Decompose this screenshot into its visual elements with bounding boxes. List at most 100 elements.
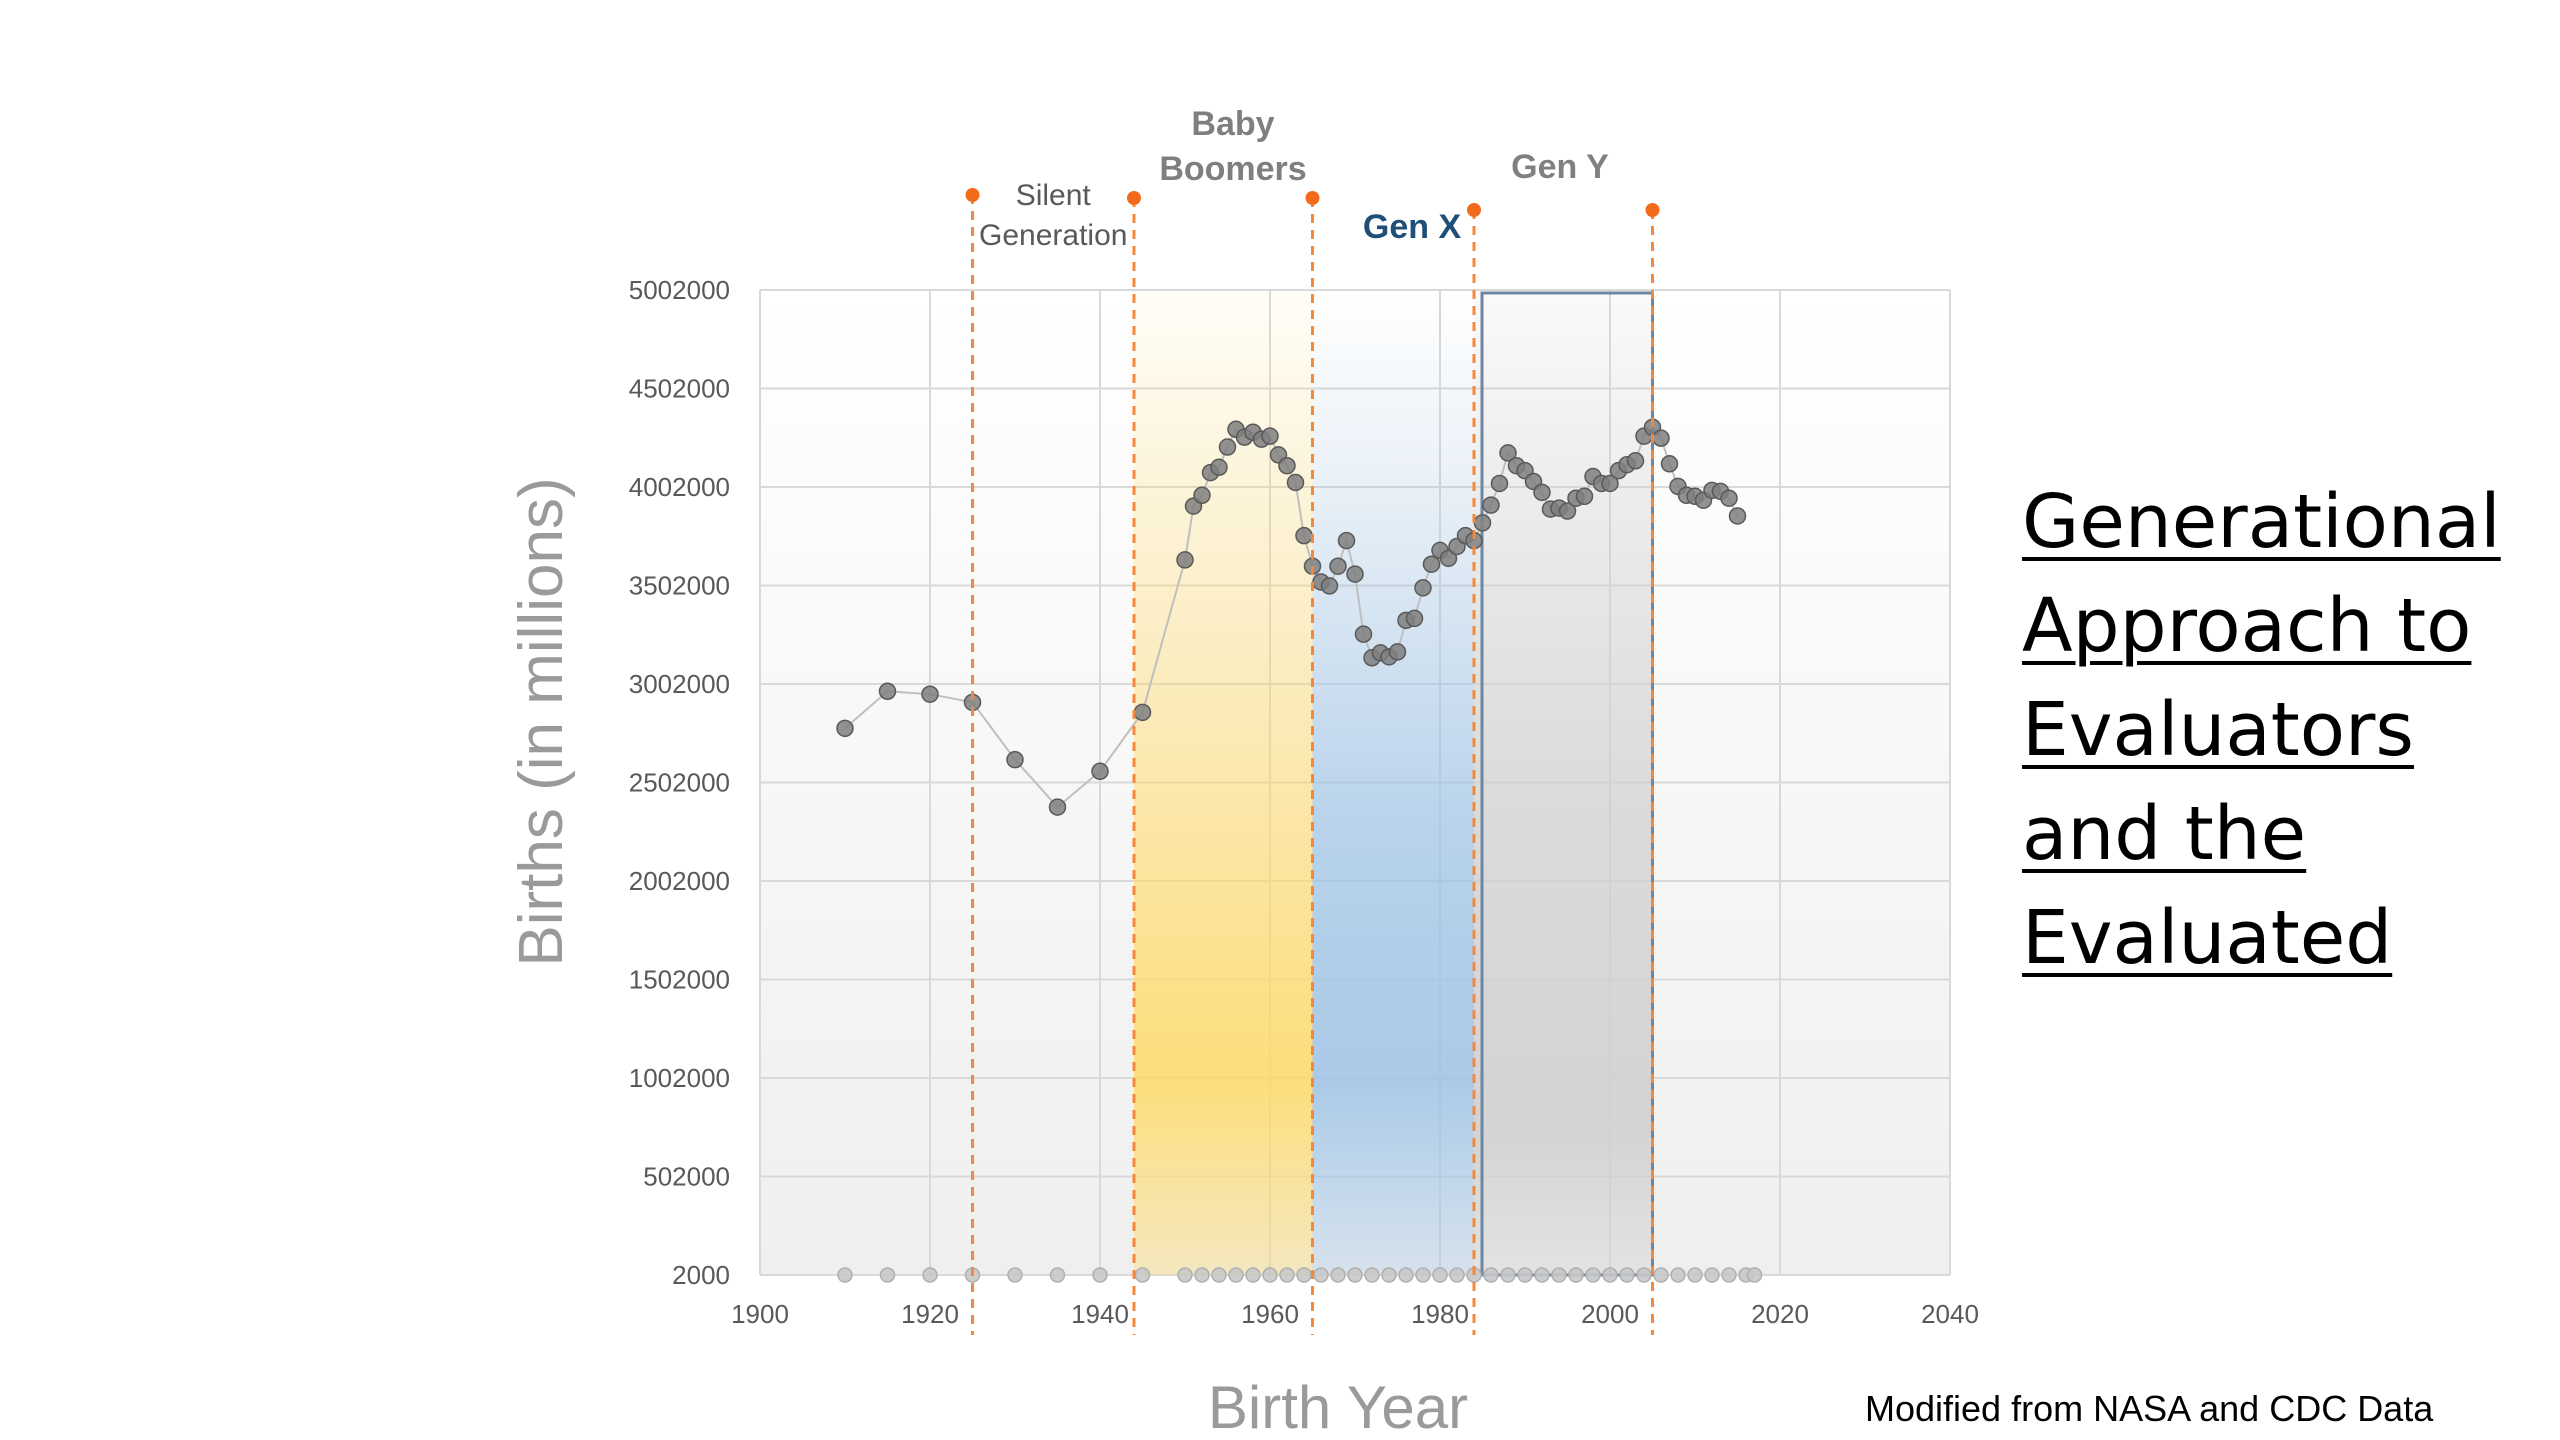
birth-point xyxy=(1286,473,1305,492)
baseline-point xyxy=(1007,1267,1023,1283)
generation-boundary-dot xyxy=(1127,191,1141,205)
generation-band xyxy=(1312,290,1474,1275)
birth-point xyxy=(1720,489,1738,507)
baseline-point xyxy=(1296,1267,1312,1283)
baseline-point xyxy=(1092,1267,1108,1283)
baseline-point xyxy=(1534,1267,1550,1283)
birth-point xyxy=(1176,551,1194,569)
baseline-point xyxy=(1194,1267,1210,1283)
generation-label: Gen Y xyxy=(1511,148,1609,186)
birth-point xyxy=(1329,557,1347,575)
birth-point xyxy=(1295,526,1313,545)
birth-point xyxy=(1660,455,1679,473)
generation-label: Baby Boomers xyxy=(1159,105,1306,188)
birth-point xyxy=(1533,483,1551,502)
birth-point xyxy=(1490,474,1509,493)
birth-point xyxy=(1210,458,1228,477)
baseline-point xyxy=(1134,1267,1151,1283)
gen-y-outline xyxy=(1480,291,1654,1277)
generation-label-line: Gen X xyxy=(1363,208,1462,246)
y-tick-label: 2502000 xyxy=(629,768,730,798)
birth-point xyxy=(1728,507,1747,525)
birth-point xyxy=(1626,452,1645,470)
baseline-point xyxy=(1568,1267,1584,1283)
birth-point xyxy=(1354,625,1373,643)
y-tick-label: 1502000 xyxy=(629,965,730,995)
baseline-point xyxy=(1211,1267,1227,1283)
birth-point xyxy=(1091,762,1109,781)
generation-band xyxy=(1134,290,1313,1275)
birth-point xyxy=(1558,502,1577,520)
baseline-point xyxy=(1670,1267,1686,1283)
x-tick-label: 1940 xyxy=(1071,1299,1129,1329)
side-title-line: Evaluated xyxy=(2022,895,2393,981)
baseline-point xyxy=(1364,1267,1380,1283)
generation-label-line: Generation xyxy=(979,219,1127,252)
baseline-point xyxy=(1381,1267,1397,1283)
birth-point xyxy=(1278,456,1296,475)
baseline-point xyxy=(1653,1267,1669,1283)
baseline-point xyxy=(1279,1267,1295,1283)
y-tick-label: 1002000 xyxy=(629,1063,730,1093)
birth-point xyxy=(1193,486,1211,505)
x-tick-label: 1920 xyxy=(901,1299,959,1329)
source-note: Modified from NASA and CDC Data xyxy=(1865,1388,2434,1429)
baseline-point xyxy=(1636,1267,1652,1283)
baseline-point xyxy=(1721,1267,1737,1283)
birth-point xyxy=(1439,549,1458,568)
generation-boundary-dot xyxy=(1645,203,1660,217)
baseline-point xyxy=(837,1267,853,1283)
baseline-point xyxy=(1262,1267,1278,1283)
generation-boundary-dot xyxy=(1305,191,1320,205)
baseline-point xyxy=(1449,1267,1465,1283)
baseline-point xyxy=(1347,1267,1363,1283)
baseline-point xyxy=(1500,1267,1516,1283)
x-tick-label: 2000 xyxy=(1581,1299,1639,1329)
baseline-point xyxy=(1330,1267,1346,1283)
y-tick-label: 3502000 xyxy=(629,571,730,601)
data-series xyxy=(836,418,1763,1283)
baseline-point xyxy=(1415,1267,1431,1283)
baseline-point xyxy=(1228,1267,1244,1283)
baseline-point xyxy=(1177,1267,1193,1283)
y-tick-label: 5002000 xyxy=(629,275,730,305)
side-title-line: and the xyxy=(2022,791,2307,877)
birth-point xyxy=(1388,643,1407,661)
generation-label: Silent Generation xyxy=(979,179,1127,252)
baseline-point xyxy=(1551,1267,1567,1283)
generation-bands xyxy=(1134,290,1654,1277)
y-tick-label: 2000 xyxy=(672,1260,730,1290)
x-tick-label: 1980 xyxy=(1411,1299,1469,1329)
birth-point xyxy=(1218,438,1237,456)
generation-boundaries xyxy=(965,188,1660,1335)
y-axis-title: Births (in millions) xyxy=(507,477,576,966)
generation-label-line: Boomers xyxy=(1159,150,1306,188)
birth-point xyxy=(921,685,939,703)
birth-point xyxy=(1482,496,1500,514)
generation-labels: Silent Generation Baby Boomers Gen X Gen Y xyxy=(979,105,1609,252)
x-tick-label: 1960 xyxy=(1241,1299,1299,1329)
birth-point xyxy=(836,719,854,738)
y-tick-label: 2002000 xyxy=(629,866,730,896)
baseline-point xyxy=(1585,1267,1601,1283)
baseline-point xyxy=(1313,1267,1329,1283)
side-title-line: Generational xyxy=(2022,479,2501,565)
x-axis-title: Birth Year xyxy=(1208,1374,1468,1440)
y-tick-label: 3002000 xyxy=(629,669,730,699)
birth-point xyxy=(1048,798,1067,816)
generation-label: Gen X xyxy=(1363,208,1462,246)
baseline-point xyxy=(1398,1267,1414,1283)
generation-band xyxy=(1474,290,1653,1275)
baseline-point xyxy=(1687,1267,1703,1283)
x-tick-label: 2020 xyxy=(1751,1299,1809,1329)
birth-point xyxy=(878,682,897,701)
baseline-point xyxy=(1704,1267,1720,1283)
birth-point xyxy=(1422,555,1441,573)
baseline-point xyxy=(1049,1267,1066,1283)
baseline-point xyxy=(1245,1267,1261,1283)
y-tick-label: 502000 xyxy=(643,1162,730,1192)
generation-label-line: Baby xyxy=(1191,105,1274,143)
birth-point xyxy=(1652,429,1670,447)
birth-point xyxy=(1261,427,1279,445)
